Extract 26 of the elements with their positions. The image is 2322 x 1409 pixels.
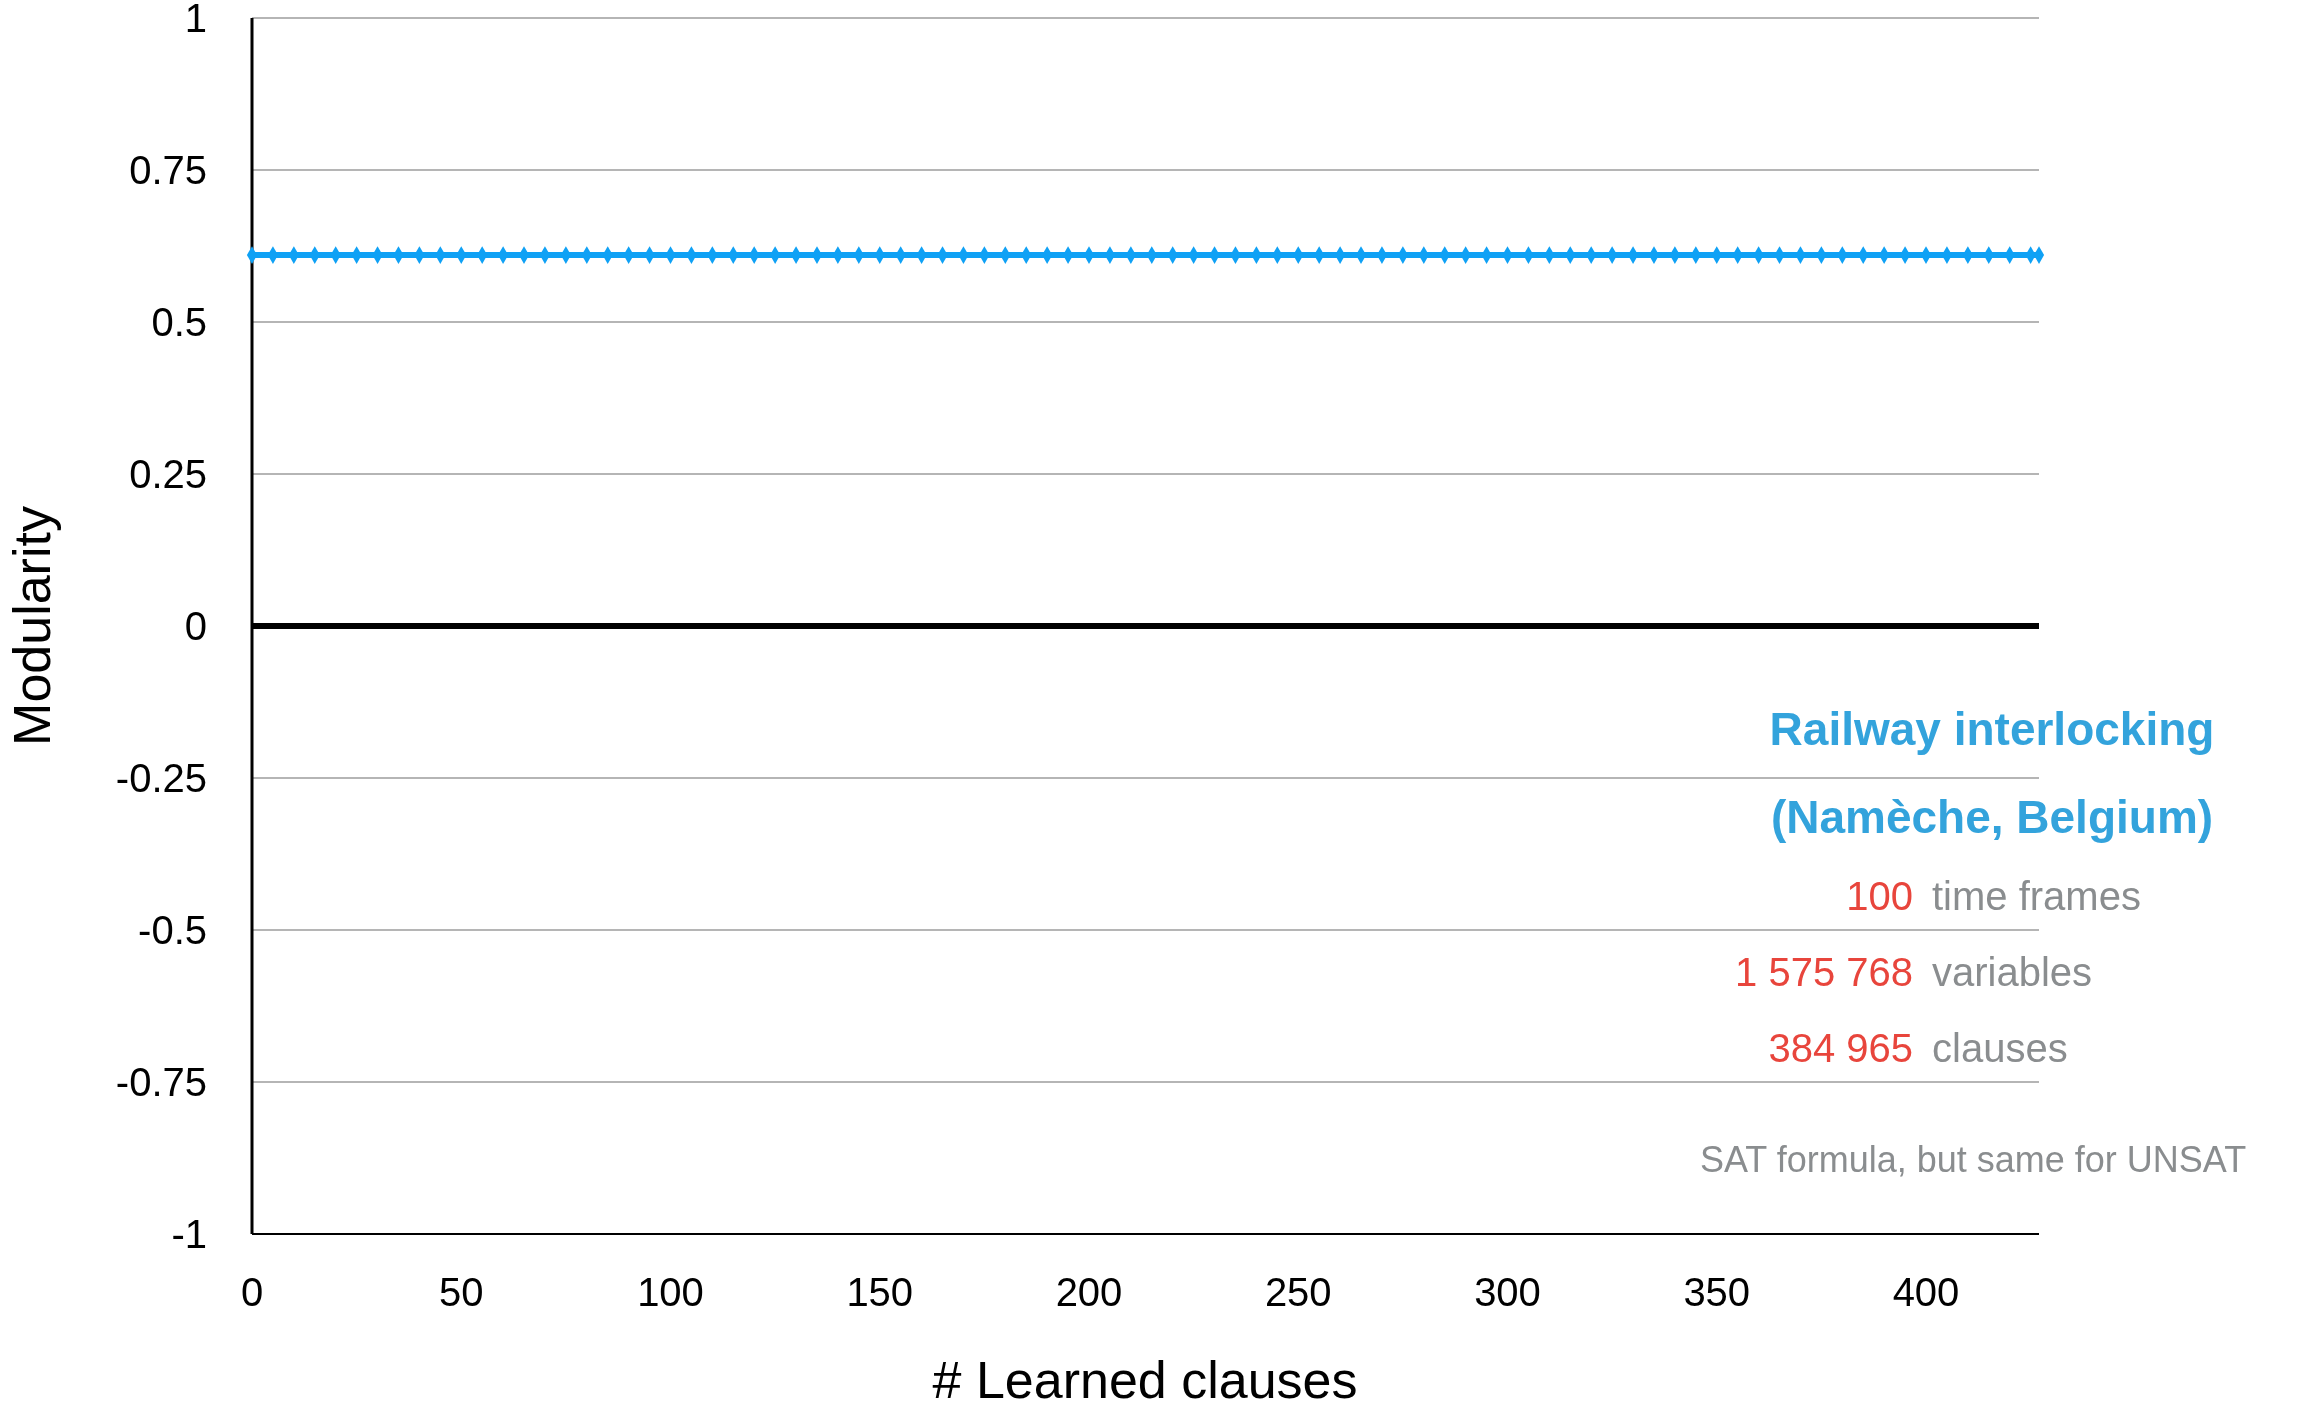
x-tick-label: 50 [439,1270,484,1314]
x-tick-label: 300 [1474,1270,1541,1314]
annotation: 1 575 768 variables [1735,950,2093,994]
x-tick-label: 250 [1264,1270,1332,1314]
y-tick-label: 0 [184,604,207,648]
x-axis-title: # Learned clauses [932,1351,1358,1409]
y-tick-label: -0.25 [115,756,207,800]
x-tick-label: 100 [637,1270,704,1314]
x-tick-label: 400 [1892,1270,1960,1314]
y-tick-label: -0.5 [138,908,207,952]
y-tick-label: 0.25 [129,452,207,496]
x-tick-label: 150 [846,1270,914,1314]
y-tick-label: -0.75 [115,1060,207,1104]
x-tick-label: 0 [240,1270,264,1314]
y-tick-label: 1 [184,0,207,40]
y-axis-title: Modularity [3,506,61,746]
y-tick-label: 0.5 [151,300,207,344]
x-tick-label: 200 [1055,1270,1123,1314]
annotation: 384 965 clauses [1768,1026,2068,1070]
x-tick-label: 350 [1683,1270,1751,1314]
annotation: 100 time frames [1846,874,2141,918]
y-tick-label: 0.75 [129,148,207,192]
annotation: (Namèche, Belgium) [1770,791,2214,843]
annotation: Railway interlocking [1769,703,2215,755]
annotation: SAT formula, but same for UNSAT [1700,1139,2247,1180]
y-tick-label: -1 [171,1212,207,1256]
